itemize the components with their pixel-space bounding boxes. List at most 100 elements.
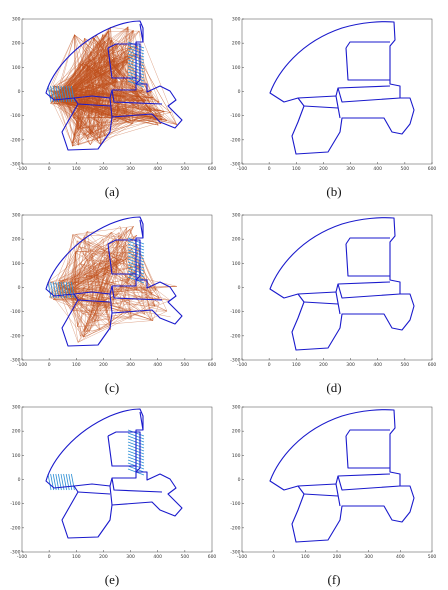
trajectory-segment xyxy=(73,291,113,314)
x-tick-label: -100 xyxy=(17,362,27,368)
y-tick-label: -200 xyxy=(10,137,20,143)
x-tick-label: 200 xyxy=(99,166,108,172)
y-tick-label: -200 xyxy=(10,525,20,531)
y-tick-label: 100 xyxy=(12,453,21,459)
y-tick-label: -200 xyxy=(10,333,20,339)
trajectory-outer-loop xyxy=(269,217,415,351)
trajectory-segment xyxy=(109,280,137,295)
y-tick-label: -300 xyxy=(230,358,240,364)
y-tick-label: 0 xyxy=(18,477,21,483)
y-tick-label: -300 xyxy=(10,550,20,556)
y-tick-label: -200 xyxy=(230,333,240,339)
trajectory-segment xyxy=(345,237,390,245)
trajectory-segment xyxy=(345,243,390,277)
y-tick-label: 200 xyxy=(12,237,21,243)
panel-b-plot: -100 0 100 200 300 400 500 600 300 200 100 0 -100 -20… xyxy=(230,17,437,173)
trajectory-segment xyxy=(73,95,113,118)
x-tick-label: 300 xyxy=(346,362,355,368)
y-tick-label: 300 xyxy=(232,405,241,411)
x-tick-label: -100 xyxy=(237,166,247,172)
y-tick-label: 300 xyxy=(232,17,241,23)
panel-d: -100 0 100 200 300 400 500 600 300 200 100 0 -100 -20… xyxy=(230,210,437,375)
plot-frame xyxy=(21,406,213,553)
x-tick-label: 300 xyxy=(364,554,373,560)
x-tick-label: -100 xyxy=(17,554,27,560)
panel-b: -100 0 100 200 300 400 500 600 300 200 100 0 -100 -20… xyxy=(230,14,437,179)
loop-closures xyxy=(47,429,145,491)
y-tick-label: 100 xyxy=(232,261,241,267)
trajectory xyxy=(45,20,183,151)
x-tick-label: -100 xyxy=(237,554,247,560)
y-tick-label: 300 xyxy=(12,405,21,411)
trajectory-segment xyxy=(303,301,339,305)
y-tick-label: -100 xyxy=(230,113,240,119)
trajectory-segment xyxy=(335,85,391,97)
trajectory-segment xyxy=(111,89,163,105)
y-tick-label: -100 xyxy=(230,501,240,507)
constraint-edges xyxy=(48,26,177,147)
x-tick-label: 400 xyxy=(153,166,162,172)
x-tick-label: 500 xyxy=(181,554,190,560)
x-tick-label: 200 xyxy=(319,166,328,172)
x-tick-label: 600 xyxy=(208,362,217,368)
y-tick-label: 0 xyxy=(18,89,21,95)
caption-b: (b) xyxy=(326,184,342,199)
caption-c: (c) xyxy=(104,380,120,395)
trajectory-segment xyxy=(73,483,113,506)
trajectory-outer-loop xyxy=(269,21,415,155)
x-tick-label: 500 xyxy=(428,554,437,560)
x-tick-label: 500 xyxy=(181,362,190,368)
y-tick-label: -100 xyxy=(230,309,240,315)
trajectory-segment xyxy=(335,473,391,485)
x-tick-label: 600 xyxy=(208,554,217,560)
x-tick-label: 100 xyxy=(292,166,301,172)
y-tick-label: 100 xyxy=(12,65,21,71)
caption-d: (d) xyxy=(326,380,342,395)
trajectory-segment xyxy=(335,281,391,293)
y-tick-label: -200 xyxy=(230,525,240,531)
x-tick-label: 500 xyxy=(401,362,410,368)
x-tick-label: 600 xyxy=(428,166,437,172)
x-tick-label: -100 xyxy=(237,362,247,368)
trajectory-segment xyxy=(139,411,144,431)
y-tick-label: 300 xyxy=(12,213,21,219)
x-tick-label: 500 xyxy=(181,166,190,172)
trajectory-outer-loop xyxy=(45,20,183,151)
caption-f: (f) xyxy=(327,572,341,587)
y-tick-label: 100 xyxy=(12,261,21,267)
trajectory-segment xyxy=(139,219,144,239)
y-tick-label: 0 xyxy=(238,477,241,483)
x-tick-label: 300 xyxy=(126,166,135,172)
y-tick-label: -200 xyxy=(230,137,240,143)
trajectory-segment xyxy=(345,429,390,437)
panel-f: -100 0 100 200 300 400 500 300 200 100 0 -100 -200 -3… xyxy=(230,402,437,567)
x-tick-label: 300 xyxy=(126,554,135,560)
trajectory-segment xyxy=(77,491,111,495)
trajectory-segment xyxy=(107,47,136,79)
y-tick-label: 100 xyxy=(232,65,241,71)
x-tick-label: 0 xyxy=(48,166,51,172)
x-tick-label: 0 xyxy=(48,362,51,368)
x-tick-label: 200 xyxy=(333,554,342,560)
trajectory-segment xyxy=(139,23,144,43)
x-tick-label: 300 xyxy=(126,362,135,368)
x-tick-label: 400 xyxy=(153,554,162,560)
y-tick-label: -300 xyxy=(10,358,20,364)
trajectory-segment xyxy=(107,239,141,281)
y-tick-label: 200 xyxy=(12,41,21,47)
trajectory-segment xyxy=(345,435,390,469)
y-tick-label: 0 xyxy=(238,89,241,95)
x-tick-label: 400 xyxy=(373,362,382,368)
panel-d-plot: -100 0 100 200 300 400 500 600 300 200 100 0 -100 -20… xyxy=(230,213,437,369)
x-tick-label: 100 xyxy=(301,554,310,560)
trajectory-segment xyxy=(107,431,141,473)
trajectory-segment xyxy=(107,243,136,275)
trajectory-segment xyxy=(111,477,163,493)
y-tick-label: -100 xyxy=(10,309,20,315)
trajectory-segment xyxy=(303,105,339,109)
x-tick-label: 600 xyxy=(428,362,437,368)
y-tick-label: -300 xyxy=(230,550,240,556)
trajectory-segment xyxy=(109,472,137,487)
x-tick-label: 100 xyxy=(72,554,81,560)
x-tick-label: 100 xyxy=(72,166,81,172)
